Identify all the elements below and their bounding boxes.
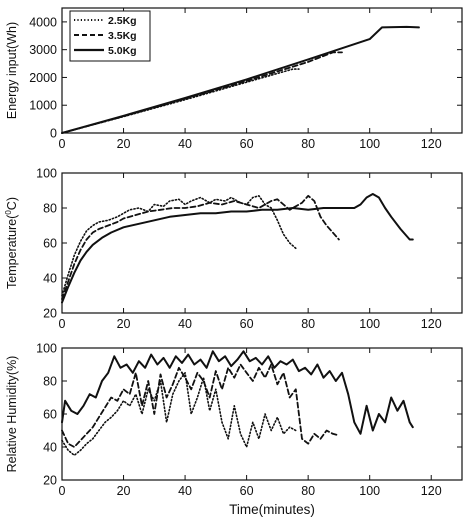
x-tick-label: 120 [421, 484, 442, 498]
y-tick-label: 60 [43, 237, 57, 251]
plot-frame [61, 172, 463, 314]
x-tick-label: 20 [117, 317, 131, 331]
chart-panel-2: 0 20 40 60 80 100 12020406080100Temperature(0C… [4, 167, 463, 331]
x-tick-label: 20 [117, 137, 131, 151]
y-tick-label: 40 [43, 441, 57, 455]
x-tick-label: 120 [421, 317, 442, 331]
x-tick-label: 60 [240, 484, 254, 498]
x-tick-label: 0 [59, 317, 66, 331]
plot-frame [61, 7, 463, 134]
x-tick-label: 120 [421, 137, 442, 151]
x-axis-label: Time(minutes) [229, 502, 315, 517]
legend-label: 3.5Kg [108, 30, 137, 42]
y-axis-label: Temperature(0C) [4, 197, 19, 289]
x-tick-label: 60 [240, 317, 254, 331]
x-tick-label: 0 [59, 484, 66, 498]
series-line-3-5kg [61, 363, 340, 448]
y-tick-label: 20 [43, 307, 57, 321]
y-tick-label: 4000 [29, 15, 57, 29]
series-line-5-0kg [61, 193, 414, 304]
series-line-2-5kg [61, 68, 300, 134]
x-tick-label: 40 [178, 484, 192, 498]
legend-label: 2.5Kg [108, 15, 137, 27]
x-tick-label: 80 [301, 317, 315, 331]
y-axis-label: Relative Humidity(%) [5, 356, 19, 473]
y-tick-label: 20 [43, 474, 57, 488]
chart-panel-1: 0 20 40 60 80 100 120 0 1000 2000 3000 4000 Energy i… [5, 7, 463, 151]
legend-label: 5.0Kg [108, 45, 137, 57]
series-line-3-5kg [61, 194, 340, 300]
x-tick-label: 40 [178, 137, 192, 151]
x-tick-label: 0 [59, 137, 66, 151]
x-tick-label: 60 [240, 137, 254, 151]
y-tick-label: 60 [43, 408, 57, 422]
y-tick-label: 80 [43, 202, 57, 216]
y-tick-label: 100 [36, 167, 57, 181]
legend: 2.5Kg 3.5Kg 5.0Kg [69, 10, 151, 62]
y-tick-label: 0 [50, 127, 57, 141]
series-line-5-0kg [61, 25, 420, 134]
series-line-2-5kg [61, 195, 297, 297]
y-tick-label: 2000 [29, 71, 57, 85]
x-tick-label: 100 [359, 317, 380, 331]
series-line-2-5kg [61, 371, 297, 457]
x-tick-label: 40 [178, 317, 192, 331]
y-tick-label: 1000 [29, 99, 57, 113]
y-tick-label: 80 [43, 375, 57, 389]
x-tick-label: 100 [359, 137, 380, 151]
series-line-5-0kg [61, 350, 414, 435]
y-tick-label: 100 [36, 342, 57, 356]
x-tick-label: 100 [359, 484, 380, 498]
x-tick-label: 80 [301, 484, 315, 498]
y-axis-label: Energy input(Wh) [5, 22, 19, 119]
x-tick-label: 20 [117, 484, 131, 498]
y-tick-label: 40 [43, 272, 57, 286]
x-tick-label: 80 [301, 137, 315, 151]
y-tick-label: 3000 [29, 43, 57, 57]
